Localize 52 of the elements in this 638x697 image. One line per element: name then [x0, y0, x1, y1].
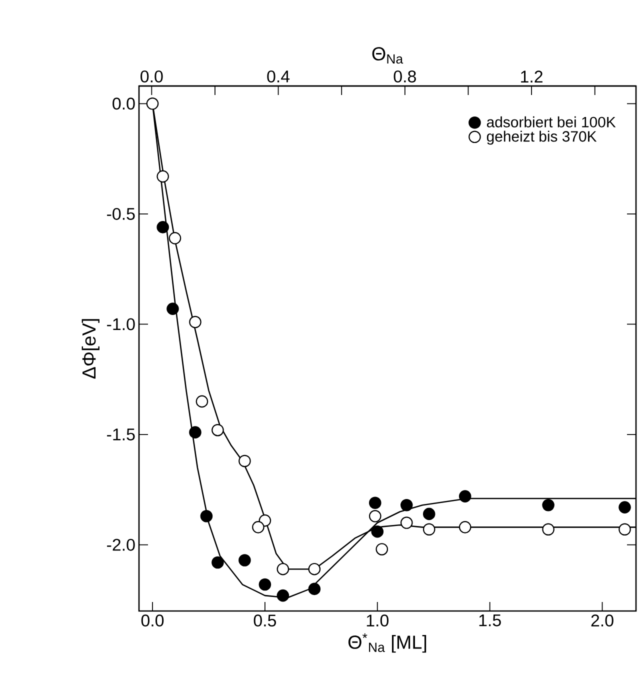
x-axis-title: Θ$^{*}$$_{Na}$ [ML]: [348, 633, 426, 653]
y-tick-label: -1.5: [107, 428, 135, 440]
point: [542, 523, 554, 536]
y-axis-title: ΔΦ[eV]: [82, 319, 100, 379]
y-tick-label: 0.0: [112, 98, 135, 110]
x-tick-label: 0.0: [141, 614, 164, 627]
x-tick-label: 1.5: [479, 614, 501, 626]
point: [189, 316, 202, 328]
point: [156, 221, 169, 234]
point: [422, 523, 436, 536]
x-tick-label: 0.5: [254, 614, 276, 627]
x2-axis-title: Θ$_{Na}$: [372, 47, 404, 64]
point: [168, 232, 182, 244]
point: [368, 510, 382, 522]
point: [258, 578, 272, 591]
point: [400, 516, 413, 529]
point: [371, 525, 384, 538]
point: [618, 523, 631, 536]
point: [422, 508, 436, 520]
x-tick-label: 1.0: [366, 614, 388, 627]
point: [146, 97, 159, 110]
x-tick-label: 2.0: [591, 614, 614, 627]
point: [618, 501, 631, 514]
point: [276, 562, 290, 576]
x2-tick-label: 0.8: [394, 70, 416, 82]
point: [376, 543, 388, 556]
point: [189, 426, 202, 438]
y-tick-label: -1.0: [107, 318, 135, 330]
x2-tick-label: 1.2: [521, 70, 542, 82]
point: [308, 582, 321, 596]
point: [196, 395, 208, 408]
legend-label: geheizt bis 370K: [486, 130, 597, 145]
y-tick-label: -0.5: [107, 208, 135, 220]
y-tick-label: -2.0: [107, 538, 135, 551]
point: [400, 498, 413, 512]
point: [212, 424, 224, 436]
point: [276, 589, 290, 602]
x2-tick-label: 0.0: [140, 70, 163, 82]
point: [166, 302, 179, 315]
point: [542, 498, 554, 512]
point: [458, 521, 472, 534]
point: [458, 490, 472, 502]
point: [238, 454, 251, 468]
point: [156, 170, 169, 183]
point: [252, 521, 264, 534]
x2-tick-label: 0.4: [267, 70, 290, 82]
point: [200, 510, 213, 522]
point: [368, 496, 382, 510]
legend-label: adsorbiert bei 100K: [486, 116, 616, 128]
point: [238, 554, 251, 566]
point: [308, 562, 321, 576]
point: [212, 556, 224, 569]
